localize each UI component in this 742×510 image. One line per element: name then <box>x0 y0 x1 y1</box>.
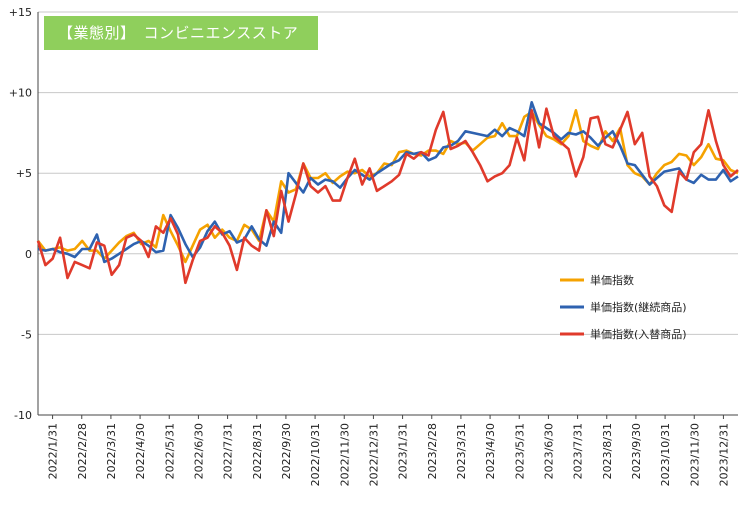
x-tick-label: 2022/6/30 <box>192 423 205 479</box>
x-tick-label: 2022/7/31 <box>222 423 235 479</box>
y-tick-label: +10 <box>9 87 32 100</box>
x-axis-ticks: 2022/1/31 2022/2/28 2022/3/31 2022/4/30 2022… <box>47 415 730 486</box>
x-tick-label: 2023/4/30 <box>484 423 497 479</box>
x-tick-label: 2023/12/31 <box>717 423 730 486</box>
grid-lines <box>37 11 738 416</box>
x-tick-label: 2023/6/30 <box>542 423 555 479</box>
x-tick-label: 2022/2/28 <box>76 423 89 479</box>
y-tick-label: +15 <box>9 6 32 19</box>
x-tick-label: 2023/8/31 <box>601 423 614 479</box>
x-tick-label: 2023/1/31 <box>397 423 410 479</box>
x-tick-label: 2022/3/31 <box>105 423 118 479</box>
x-tick-label: 2023/10/31 <box>659 423 672 486</box>
y-tick-label: -5 <box>21 328 32 341</box>
x-tick-label: 2023/5/31 <box>513 423 526 479</box>
x-tick-label: 2022/9/30 <box>280 423 293 479</box>
x-tick-label: 2023/2/28 <box>426 423 439 479</box>
x-tick-label: 2023/9/30 <box>630 423 643 479</box>
x-tick-label: 2022/11/30 <box>338 423 351 486</box>
x-tick-label: 2022/5/31 <box>163 423 176 479</box>
x-tick-label: 2022/10/31 <box>309 423 322 486</box>
x-tick-label: 2022/12/31 <box>367 423 380 486</box>
series-lines <box>36 101 739 285</box>
x-tick-label: 2022/4/30 <box>134 423 147 479</box>
series-line-0 <box>36 109 739 264</box>
y-tick-label: 0 <box>25 248 32 261</box>
x-tick-label: 2023/7/31 <box>572 423 585 479</box>
legend-label: 単価指数(継続商品) <box>590 300 687 314</box>
x-tick-label: 2022/8/31 <box>251 423 264 479</box>
x-tick-label: 2022/1/31 <box>47 423 60 479</box>
y-axis-ticks: -10 -5 0 +5 +10 +15 <box>9 6 32 422</box>
legend-label: 単価指数(入替商品) <box>590 327 687 341</box>
x-tick-label: 2023/3/31 <box>455 423 468 479</box>
x-tick-label: 2023/11/30 <box>688 423 701 486</box>
series-line-1 <box>37 101 739 264</box>
chart-title: 【業態別】 コンビニエンスストア <box>44 16 318 50</box>
series-line-2 <box>36 107 739 285</box>
y-tick-label: -10 <box>14 409 32 422</box>
y-tick-label: +5 <box>16 167 32 180</box>
legend-label: 単価指数 <box>590 273 634 287</box>
